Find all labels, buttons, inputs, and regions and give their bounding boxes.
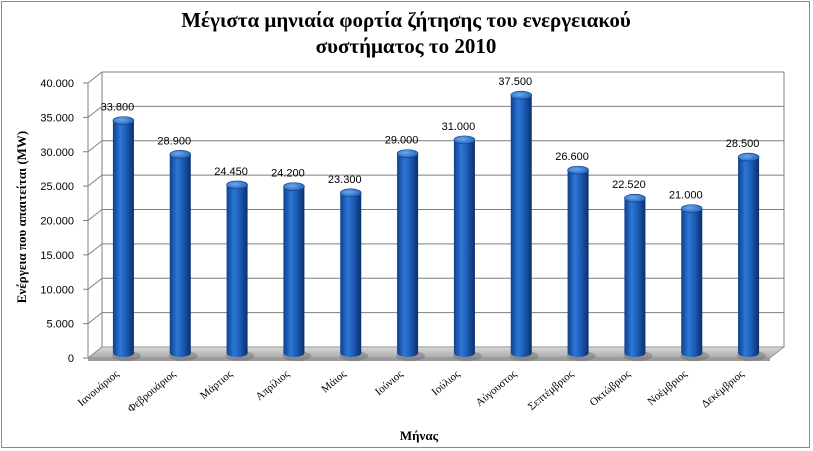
x-tick-label: Ιούνιος [373,368,406,398]
y-tick-label: 40.000 [40,78,74,90]
bar-8 [509,90,539,361]
data-label: 23.300 [328,174,362,186]
x-tick-label: Ιούλιος [430,368,463,399]
x-tick-label: Μάιος [319,368,349,396]
chart-floor [86,346,786,361]
data-label: 24.200 [271,168,305,180]
data-label: 22.520 [612,179,646,191]
gridlines [87,71,785,359]
bar-1 [111,116,141,361]
y-axis-label: Ενέργεια που απαιτείται (MW) [14,131,29,303]
data-label: 37.500 [498,76,532,88]
data-label: 33.800 [101,102,135,114]
y-tick-label: 20.000 [40,216,74,228]
data-label: 21.000 [669,190,703,202]
bar-10 [623,193,653,361]
x-tick-label: Μάρτιος [198,368,236,402]
x-tick-label: Ιανουάριος [76,368,122,409]
bars [111,90,767,361]
y-tick-label: 25.000 [40,181,74,193]
x-tick-label: Σεπτέμβριος [526,368,577,413]
y-tick-label: 30.000 [40,147,74,159]
bar-5 [339,188,369,361]
bar-2 [168,150,198,361]
x-tick-label: Οκτώβριος [588,368,634,409]
bar-11 [680,204,710,361]
x-tick-label: Φεβρουάριος [125,368,178,415]
y-tick-label: 10.000 [40,284,74,296]
bar-7 [452,135,482,361]
x-axis-ticks: Ιανουάριος Φεβρουάριος Μάρτιος Απρίλιος Μάιο… [76,368,747,415]
data-labels: 33.800 28.900 24.450 24.200 23.300 29.000 31.0… [101,76,760,201]
bar-9 [566,165,596,361]
data-label: 29.000 [385,135,419,147]
x-tick-label: Νοέμβριος [645,368,690,408]
chart-title-line2: συστήματος το 2010 [316,34,497,58]
bar-3 [225,180,255,361]
y-axis-ticks: 0 5.000 10.000 15.000 20.000 25.000 30.000 35.0… [40,78,88,365]
bar-4 [282,182,312,361]
bar-6 [396,149,426,361]
chart-title-line1: Μέγιστα μηνιαία φορτία ζήτησης του ενεργ… [181,8,631,32]
data-label: 28.900 [157,135,191,147]
x-tick-label: Αύγουστος [474,368,520,409]
data-label: 26.600 [555,151,589,163]
y-tick-label: 0 [68,353,74,365]
bar-12 [737,152,767,361]
y-tick-label: 15.000 [40,250,74,262]
x-tick-label: Απρίλιος [254,368,293,403]
y-tick-label: 5.000 [46,319,74,331]
data-label: 24.450 [214,166,248,178]
y-tick-label: 35.000 [40,112,74,124]
data-label: 31.000 [442,121,476,133]
x-axis-label: Μήνας [400,428,439,443]
data-label: 28.500 [726,138,760,150]
x-tick-label: Δεκέμβριος [699,368,747,411]
